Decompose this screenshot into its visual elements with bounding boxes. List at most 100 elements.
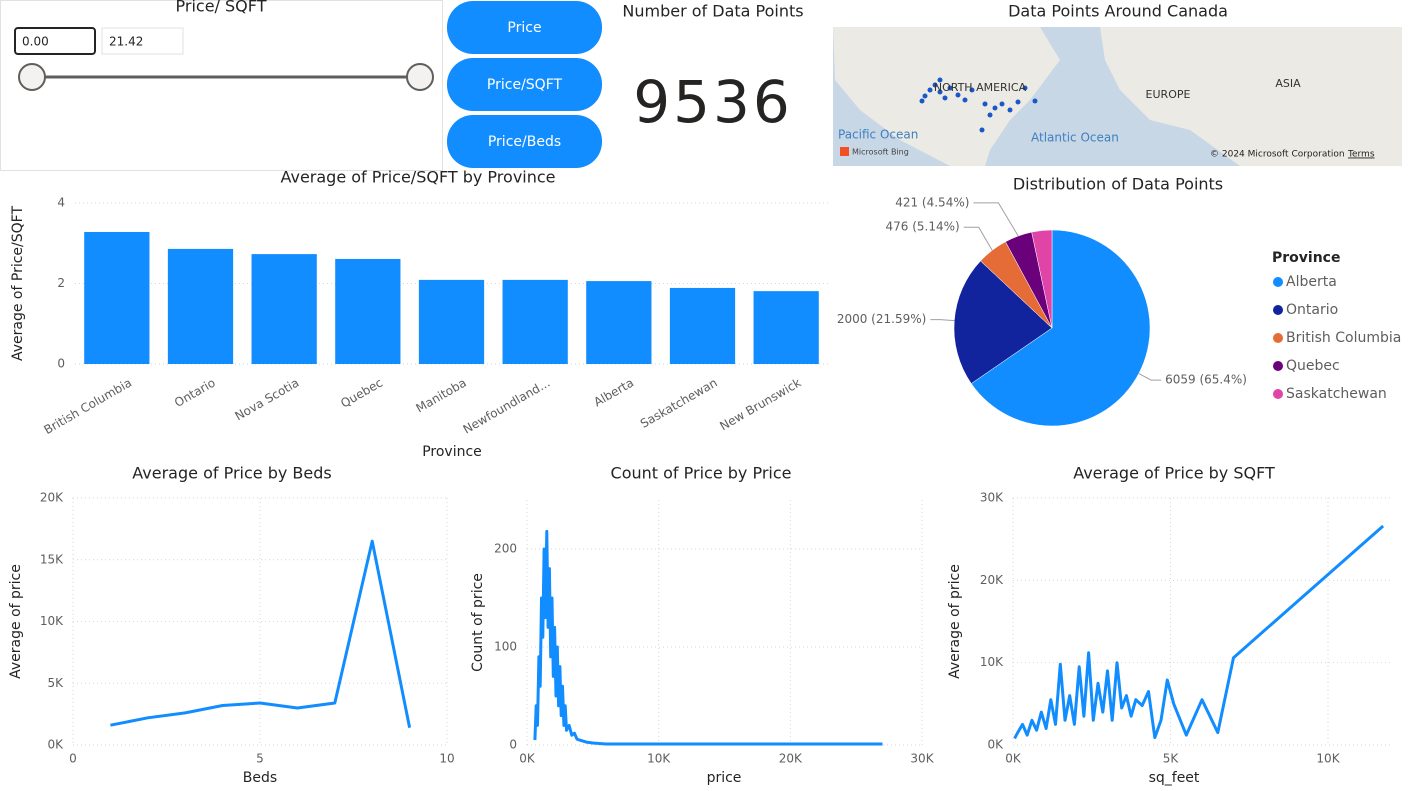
- pie-slice: [970, 229, 1151, 427]
- chart-title: Average of Price by Beds: [132, 464, 331, 483]
- map-land: [1100, 27, 1402, 166]
- chart-title: Average of Price/SQFT by Province: [280, 168, 555, 187]
- button-label[interactable]: Price: [507, 20, 541, 36]
- x-tick-label: 5K: [1163, 752, 1180, 766]
- bar: [586, 281, 652, 364]
- button[interactable]: [447, 115, 602, 168]
- chart-title: Distribution of Data Points: [1013, 175, 1223, 194]
- x-axis-title: Beds: [243, 770, 277, 786]
- map-label: Atlantic Ocean: [1031, 131, 1119, 145]
- y-tick-label: 0K: [47, 738, 64, 752]
- x-tick-label: Nova Scotia: [232, 376, 301, 424]
- data-label: 6059 (65.4%): [1165, 373, 1247, 387]
- y-axis-title: Average of Price/SQFT: [10, 206, 26, 361]
- x-tick-label: 20K: [779, 752, 803, 766]
- y-tick-label: 20K: [980, 573, 1004, 587]
- bar: [167, 248, 234, 364]
- y-tick-label: 200: [494, 542, 517, 556]
- y-tick-label: 2: [57, 276, 65, 290]
- slider-handle-max[interactable]: [406, 63, 434, 91]
- x-tick-label: 30K: [910, 752, 934, 766]
- y-tick-label: 0: [57, 357, 65, 371]
- slicer-max-input[interactable]: [101, 27, 184, 55]
- leader-line: [1138, 373, 1162, 381]
- legend-marker: [1273, 361, 1283, 371]
- x-tick-label: 5: [256, 752, 264, 766]
- card-value: 9536: [633, 68, 793, 136]
- bing-logo: [840, 147, 849, 156]
- slicer-panel: [0, 0, 443, 171]
- y-axis-title: Average of price: [947, 564, 963, 679]
- legend-label: British Columbia: [1286, 330, 1401, 346]
- y-tick-label: 0K: [987, 738, 1004, 752]
- button-label[interactable]: Price/SQFT: [487, 77, 563, 93]
- legend-label: Saskatchewan: [1286, 386, 1387, 402]
- x-axis-title: Province: [422, 444, 482, 460]
- x-tick-label: 10K: [1316, 752, 1340, 766]
- y-tick-label: 100: [494, 640, 517, 654]
- card-title: Number of Data Points: [622, 2, 803, 21]
- map-label: NORTH AMERICA: [934, 81, 1027, 94]
- chart-title: Average of Price by SQFT: [1073, 464, 1275, 483]
- legend-label: Alberta: [1286, 274, 1337, 290]
- data-label: 476 (5.14%): [885, 220, 959, 234]
- bar: [335, 258, 401, 364]
- slicer-max[interactable]: 21.42: [109, 35, 143, 49]
- legend-marker: [1273, 389, 1283, 399]
- x-tick-label: Newfoundland...: [461, 376, 553, 437]
- pie-slice: [953, 260, 1053, 384]
- slider-handle-min[interactable]: [18, 63, 46, 91]
- bar: [502, 279, 568, 364]
- y-axis-title: Average of price: [8, 564, 24, 679]
- map-label: EUROPE: [1146, 88, 1191, 101]
- y-tick-label: 10K: [40, 614, 64, 628]
- pie-slice: [1031, 229, 1053, 329]
- y-tick-label: 0: [509, 738, 517, 752]
- map-title: Data Points Around Canada: [1008, 2, 1228, 21]
- button[interactable]: [447, 1, 602, 54]
- slicer-title: Price/ SQFT: [176, 0, 267, 16]
- x-tick-label: 0K: [1005, 752, 1022, 766]
- leader-line: [963, 226, 993, 251]
- line: [110, 539, 412, 728]
- map-terms[interactable]: Terms: [1347, 150, 1375, 160]
- legend-label: Quebec: [1286, 358, 1340, 374]
- x-tick-label: Manitoba: [414, 376, 469, 416]
- x-tick-label: Quebec: [338, 376, 385, 411]
- map-dots: [919, 77, 1038, 133]
- line: [533, 529, 883, 746]
- bar: [84, 231, 150, 364]
- chart-title: Count of Price by Price: [611, 464, 792, 483]
- legend-marker: [1273, 305, 1283, 315]
- legend-title: Province: [1272, 250, 1340, 266]
- leader-line: [973, 202, 1019, 237]
- bar: [669, 287, 736, 364]
- map-attribution: © 2024 Microsoft Corporation: [1210, 150, 1345, 160]
- map-logo: Microsoft Bing: [852, 148, 909, 157]
- x-tick-label: 0K: [519, 752, 536, 766]
- legend-marker: [1273, 277, 1283, 287]
- button-group: Price Price/SQFT Price/Beds: [447, 1, 602, 168]
- y-tick-label: 15K: [40, 552, 64, 566]
- button-label[interactable]: Price/Beds: [488, 134, 561, 150]
- bar: [418, 279, 485, 364]
- bar: [753, 291, 819, 364]
- y-axis-title: Count of price: [470, 573, 486, 672]
- slicer-min-input[interactable]: [14, 27, 96, 55]
- y-tick-label: 4: [57, 196, 65, 210]
- slicer-min[interactable]: 0.00: [22, 35, 49, 49]
- map-label: ASIA: [1275, 77, 1301, 90]
- bar: [251, 254, 317, 364]
- x-tick-label: 10: [439, 752, 454, 766]
- x-tick-label: 10K: [647, 752, 671, 766]
- x-tick-label: 0: [69, 752, 77, 766]
- y-tick-label: 10K: [980, 655, 1004, 669]
- data-label: 2000 (21.59%): [837, 312, 926, 326]
- line: [1013, 524, 1385, 740]
- y-tick-label: 30K: [980, 491, 1004, 505]
- button[interactable]: [447, 58, 602, 111]
- legend-label: Ontario: [1286, 302, 1338, 318]
- x-tick-label: Alberta: [591, 376, 636, 410]
